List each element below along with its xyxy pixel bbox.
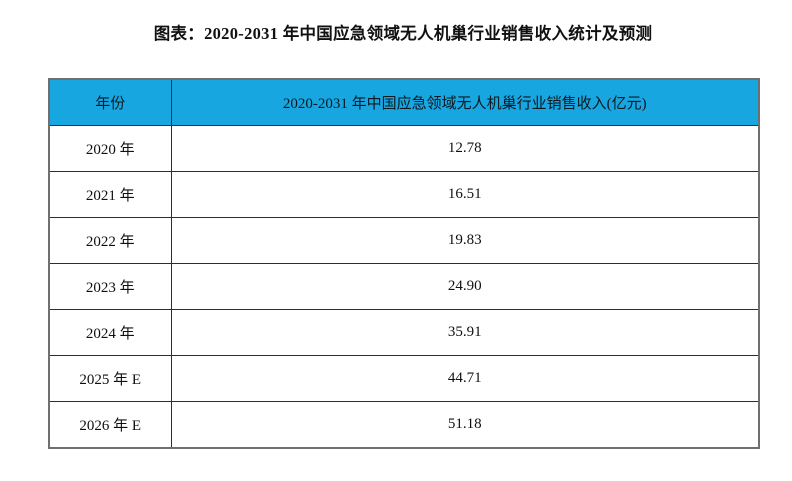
table-row: 2026 年 E 51.18 xyxy=(48,401,760,449)
value-cell: 44.71 xyxy=(170,355,760,402)
year-cell: 2022 年 xyxy=(48,217,172,264)
value-cell: 16.51 xyxy=(170,171,760,218)
value-cell: 51.18 xyxy=(170,401,760,449)
year-cell: 2023 年 xyxy=(48,263,172,310)
table-row: 2022 年 19.83 xyxy=(48,217,760,264)
value-cell: 24.90 xyxy=(170,263,760,310)
value-cell: 35.91 xyxy=(170,309,760,356)
table-header-row: 年份 2020-2031 年中国应急领域无人机巢行业销售收入(亿元) xyxy=(48,78,760,126)
page-title: 图表：2020-2031 年中国应急领域无人机巢行业销售收入统计及预测 xyxy=(153,24,653,43)
table-row: 2021 年 16.51 xyxy=(48,171,760,218)
column-header-revenue: 2020-2031 年中国应急领域无人机巢行业销售收入(亿元) xyxy=(170,78,760,126)
year-cell: 2021 年 xyxy=(48,171,172,218)
table-row: 2024 年 35.91 xyxy=(48,309,760,356)
year-cell: 2024 年 xyxy=(48,309,172,356)
value-cell: 12.78 xyxy=(170,125,760,172)
year-cell: 2025 年 E xyxy=(48,355,172,402)
year-cell: 2026 年 E xyxy=(48,401,172,449)
value-cell: 19.83 xyxy=(170,217,760,264)
table-row: 2020 年 12.78 xyxy=(48,125,760,172)
column-header-year: 年份 xyxy=(48,78,172,126)
year-cell: 2020 年 xyxy=(48,125,172,172)
revenue-table: 年份 2020-2031 年中国应急领域无人机巢行业销售收入(亿元) 2020 … xyxy=(48,78,760,449)
table-row: 2025 年 E 44.71 xyxy=(48,355,760,402)
table-row: 2023 年 24.90 xyxy=(48,263,760,310)
